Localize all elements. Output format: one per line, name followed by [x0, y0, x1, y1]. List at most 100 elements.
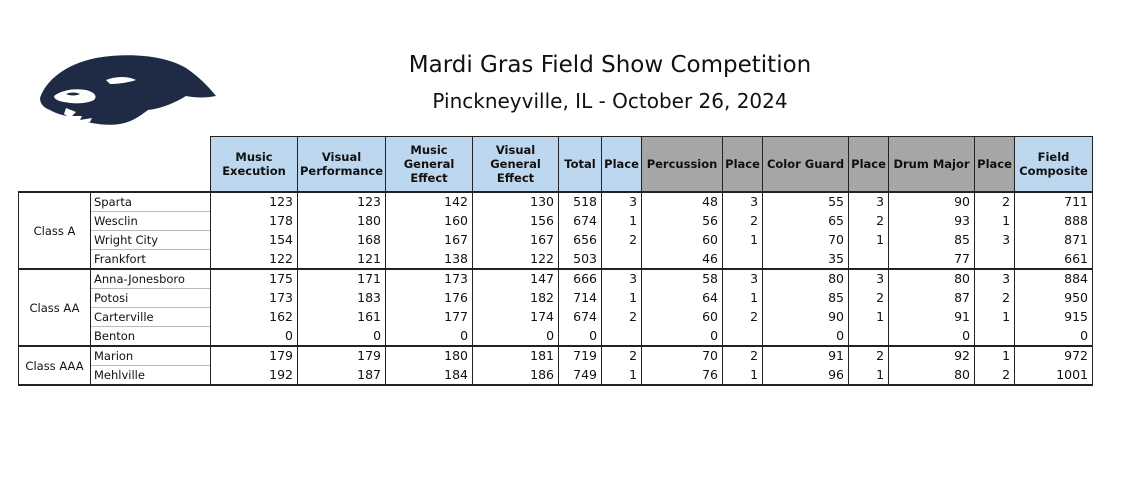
score-cell: 93 [888, 211, 976, 231]
score-cell: 179 [210, 345, 298, 366]
page-subtitle: Pinckneyville, IL - October 26, 2024 [432, 89, 788, 113]
score-cell [848, 249, 890, 270]
score-cell: 60 [641, 230, 724, 250]
score-cell: 138 [385, 249, 474, 270]
score-cell: 2 [974, 191, 1016, 212]
score-cell: 518 [558, 191, 603, 212]
school-name: Wright City [90, 230, 211, 250]
panther-head-icon [40, 55, 216, 125]
score-cell: 2 [722, 307, 764, 327]
score-cell: 90 [762, 307, 850, 327]
score-cell: 77 [888, 249, 976, 270]
score-cell: 3 [722, 268, 764, 289]
score-cell: 711 [1014, 191, 1094, 212]
score-cell: 0 [762, 326, 850, 347]
table-row: Wright City 154 168 167 167 656 2 60 1 70 1 85 3 871 [19, 230, 1094, 250]
column-header: Percussion [641, 136, 724, 193]
table-row: Mehlville 192 187 184 186 749 1 76 1 96 1 80 2 1001 [19, 365, 1094, 386]
score-cell: 0 [472, 326, 560, 347]
class-label: Class A [18, 191, 91, 270]
column-header: Color Guard [762, 136, 850, 193]
school-name: Potosi [90, 288, 211, 308]
score-cell: 80 [888, 365, 976, 386]
score-cell: 58 [641, 268, 724, 289]
score-cell [601, 249, 643, 270]
score-cell: 674 [558, 211, 603, 231]
score-cell: 1 [974, 345, 1016, 366]
score-cell: 871 [1014, 230, 1094, 250]
score-cell: 3 [848, 191, 890, 212]
score-cell: 915 [1014, 307, 1094, 327]
score-cell: 56 [641, 211, 724, 231]
score-cell: 1 [848, 365, 890, 386]
school-name: Carterville [90, 307, 211, 327]
score-cell: 80 [762, 268, 850, 289]
score-cell: 181 [472, 345, 560, 366]
score-cell: 674 [558, 307, 603, 327]
score-cell: 888 [1014, 211, 1094, 231]
score-cell [601, 326, 643, 347]
table-row: Frankfort 122 121 138 122 503 46 35 77 661 [19, 249, 1094, 270]
score-cell: 167 [472, 230, 560, 250]
header-blank [19, 137, 211, 193]
header-row: Music Execution Visual Performance Music G… [19, 136, 1094, 193]
score-cell: 950 [1014, 288, 1094, 308]
score-cell: 90 [888, 191, 976, 212]
school-name: Mehlville [90, 365, 211, 386]
score-cell: 719 [558, 345, 603, 366]
score-cell: 2 [601, 307, 643, 327]
score-cell: 64 [641, 288, 724, 308]
score-cell: 3 [848, 268, 890, 289]
score-cell: 91 [762, 345, 850, 366]
score-cell: 161 [296, 307, 387, 327]
score-cell: 46 [641, 249, 724, 270]
score-cell: 0 [641, 326, 724, 347]
score-cell: 184 [385, 365, 474, 386]
score-cell: 192 [210, 365, 298, 386]
score-cell [848, 326, 890, 347]
school-name: Sparta [90, 191, 211, 212]
score-cell: 55 [762, 191, 850, 212]
score-cell: 60 [641, 307, 724, 327]
score-cell: 2 [974, 365, 1016, 386]
score-cell: 1 [601, 211, 643, 231]
score-cell: 123 [296, 191, 387, 212]
score-cell: 656 [558, 230, 603, 250]
score-cell: 65 [762, 211, 850, 231]
page-title: Mardi Gras Field Show Competition [408, 52, 812, 78]
table-row: Wesclin 178 180 160 156 674 1 56 2 65 2 93 1 888 [19, 211, 1094, 231]
column-header: Place [974, 136, 1016, 193]
score-cell: 174 [472, 307, 560, 327]
score-cell: 749 [558, 365, 603, 386]
score-cell [722, 249, 764, 270]
score-cell: 1 [974, 307, 1016, 327]
table-row: Potosi 173 183 176 182 714 1 64 1 85 2 87 2 950 [19, 288, 1094, 308]
score-cell: 147 [472, 268, 560, 289]
score-cell: 156 [472, 211, 560, 231]
school-name: Benton [90, 326, 211, 347]
score-cell: 173 [385, 268, 474, 289]
score-cell: 162 [210, 307, 298, 327]
score-cell: 180 [296, 211, 387, 231]
score-cell: 183 [296, 288, 387, 308]
score-cell: 972 [1014, 345, 1094, 366]
score-cell: 2 [601, 230, 643, 250]
score-cell: 122 [210, 249, 298, 270]
score-cell: 142 [385, 191, 474, 212]
score-cell: 714 [558, 288, 603, 308]
score-cell: 503 [558, 249, 603, 270]
column-header: Visual General Effect [472, 136, 560, 193]
score-cell: 661 [1014, 249, 1094, 270]
score-cell [974, 249, 1016, 270]
score-cell: 154 [210, 230, 298, 250]
score-cell: 1 [848, 230, 890, 250]
score-cell: 0 [1014, 326, 1094, 347]
score-cell: 3 [601, 191, 643, 212]
class-label: Class AAA [18, 345, 91, 386]
score-cell: 884 [1014, 268, 1094, 289]
score-cell [722, 326, 764, 347]
score-cell [974, 326, 1016, 347]
score-cell: 2 [722, 211, 764, 231]
score-cell: 121 [296, 249, 387, 270]
score-cell: 2 [722, 345, 764, 366]
